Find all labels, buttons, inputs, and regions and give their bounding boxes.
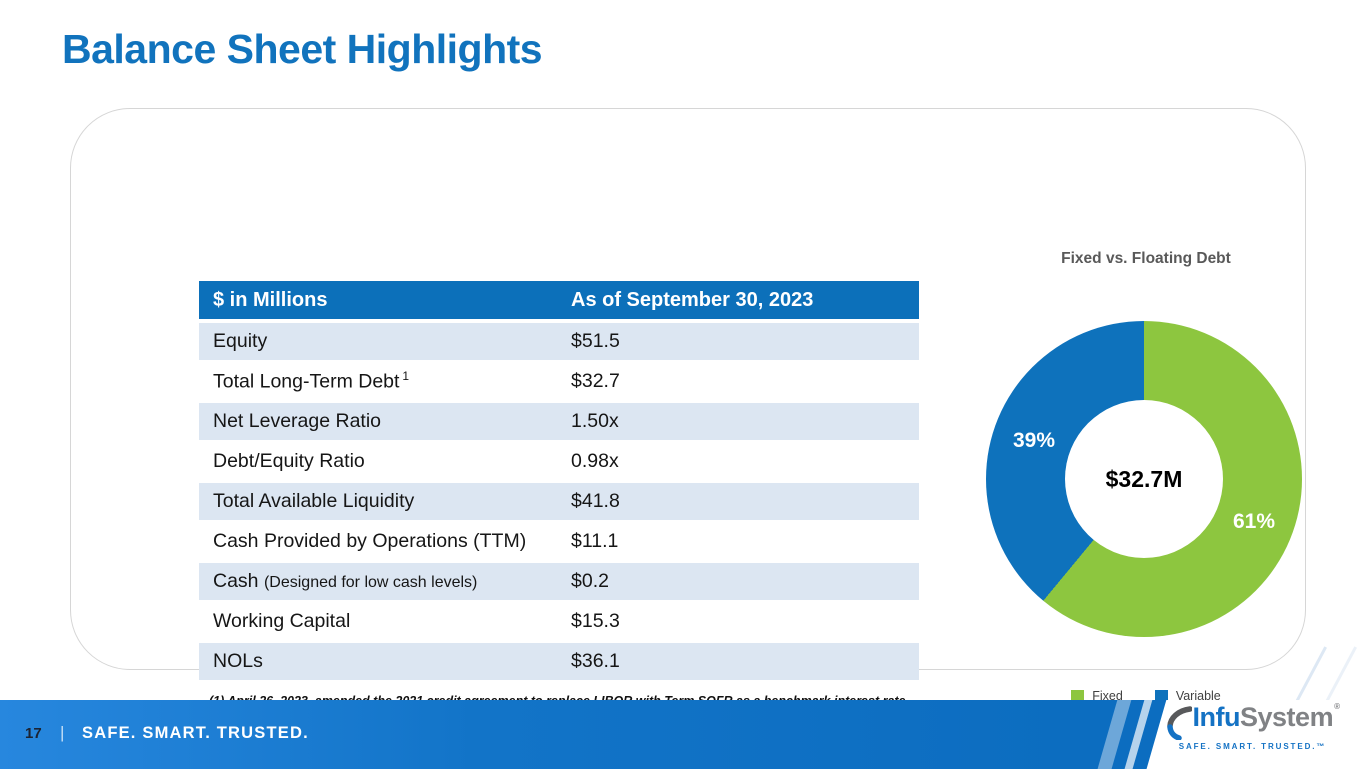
legend-item-variable: Variable: [1154, 689, 1221, 703]
row-value: $15.3: [571, 610, 620, 632]
legend-item-fixed: Fixed: [1071, 689, 1123, 703]
donut-chart: 39% 61% $32.7M: [986, 321, 1302, 637]
page-title: Balance Sheet Highlights: [62, 26, 543, 72]
table-header-units: $ in Millions: [213, 288, 328, 311]
row-label: Cash Provided by Operations (TTM): [213, 530, 527, 552]
content-panel: $ in Millions As of September 30, 2023 E…: [70, 108, 1306, 755]
row-label: NOLs: [213, 650, 263, 672]
row-value: $51.5: [571, 330, 620, 352]
logo-tagline: SAFE. SMART. TRUSTED.™: [1178, 742, 1327, 751]
table-row: Debt/Equity Ratio 0.98x: [199, 443, 919, 480]
row-label-text: Cash: [213, 570, 259, 592]
footnote-superscript: 1: [402, 369, 410, 384]
row-label: Net Leverage Ratio: [213, 410, 382, 432]
page-number: 17: [25, 725, 42, 742]
row-label: Equity: [213, 330, 268, 352]
company-logo: InfuSystem® SAFE. SMART. TRUSTED.™: [1166, 702, 1340, 751]
balance-sheet-table: $ in Millions As of September 30, 2023 E…: [199, 281, 919, 683]
chart-title: Fixed vs. Floating Debt: [1061, 250, 1231, 267]
row-label: Total Available Liquidity: [213, 490, 415, 512]
row-label-text: Total Long-Term Debt: [213, 370, 400, 393]
table-row: Equity $51.5: [199, 323, 919, 360]
donut-center-label: $32.7M: [1105, 465, 1183, 492]
row-value: 0.98x: [571, 450, 619, 472]
slice-label-variable: 39%: [1012, 429, 1056, 452]
row-label-note: (Designed for low cash levels): [263, 574, 478, 591]
row-label: Cash (Designed for low cash levels): [199, 570, 557, 593]
table-row: Cash Provided by Operations (TTM) $11.1: [199, 523, 919, 560]
legend-swatch-variable: [1154, 689, 1168, 703]
table-row: Cash (Designed for low cash levels) $0.2: [199, 563, 919, 600]
slice-label-fixed: 61%: [1232, 510, 1276, 533]
table-row: Working Capital $15.3: [199, 603, 919, 640]
table-header-row: $ in Millions As of September 30, 2023: [199, 281, 919, 319]
logo-wordmark-system: System: [1240, 702, 1334, 732]
row-value: $11.1: [571, 530, 619, 552]
table-row: Net Leverage Ratio 1.50x: [199, 403, 919, 440]
row-label: Total Long-Term Debt 1: [199, 369, 557, 394]
logo-swoosh-icon: [1166, 706, 1192, 740]
chart-legend: Fixed Variable: [986, 689, 1306, 703]
row-value: $0.2: [571, 570, 609, 592]
row-label: Debt/Equity Ratio: [213, 450, 365, 472]
legend-label-fixed: Fixed: [1092, 689, 1123, 703]
logo-wordmark: InfuSystem®: [1192, 702, 1340, 733]
footer-bar: 17 | SAFE. SMART. TRUSTED.: [0, 700, 1365, 769]
logo-wordmark-infu: Infu: [1192, 702, 1241, 732]
table-row: NOLs $36.1: [199, 643, 919, 680]
logo-row: InfuSystem®: [1166, 702, 1340, 740]
table-header-date: As of September 30, 2023: [571, 288, 814, 311]
row-value: 1.50x: [571, 410, 619, 432]
legend-label-variable: Variable: [1175, 689, 1221, 703]
footer-tagline: SAFE. SMART. TRUSTED.: [82, 724, 309, 742]
legend-swatch-fixed: [1071, 689, 1085, 703]
table-row: Total Available Liquidity $41.8: [199, 483, 919, 520]
row-value: $36.1: [571, 650, 620, 672]
row-value: $32.7: [571, 370, 620, 392]
row-value: $41.8: [571, 490, 620, 512]
registered-mark-icon: ®: [1334, 702, 1340, 711]
footer-divider: |: [60, 723, 65, 742]
table-row: Total Long-Term Debt 1 $32.7: [199, 363, 919, 400]
donut-hole: $32.7M: [1065, 400, 1223, 558]
row-label: Working Capital: [213, 610, 351, 632]
